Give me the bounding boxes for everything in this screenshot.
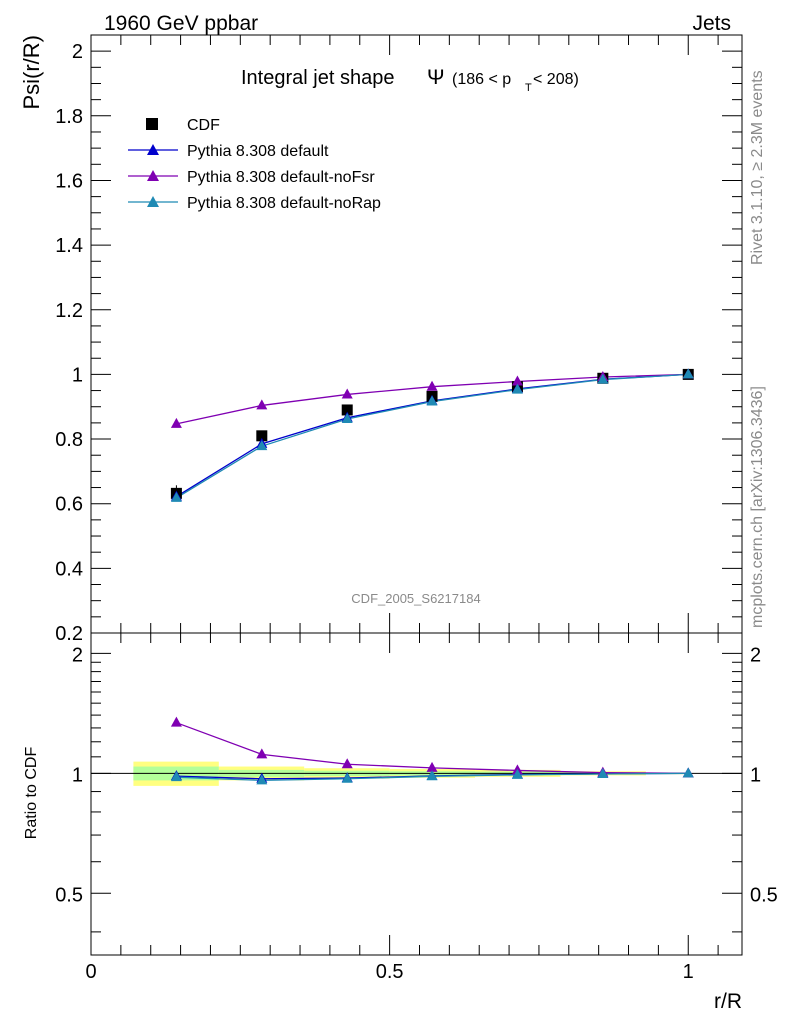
ratio-y-tick-label-left: 0.5 (55, 884, 83, 906)
legend-label-nofsr: Pythia 8.308 default-noFsr (187, 169, 375, 186)
analysis-watermark: CDF_2005_S6217184 (351, 591, 480, 606)
marker-pythia-8-308-default-nofsr (426, 380, 438, 391)
ratio-y-tick-label-left: 2 (72, 644, 83, 666)
y-tick-label: 2 (72, 41, 83, 63)
marker-pythia-8-308-default-nofsr (511, 375, 523, 386)
legend-marker-default (147, 144, 159, 155)
ratio-marker-pythia-8-308-default-norap (426, 770, 438, 781)
legend-label-default: Pythia 8.308 default (187, 143, 329, 160)
header-energy-label: 1960 GeV ppbar (104, 12, 258, 35)
ratio-y-tick-label-right: 2 (750, 644, 761, 666)
ratio-marker-pythia-8-308-default-norap (170, 771, 182, 782)
y-tick-label: 0.8 (55, 429, 83, 451)
ratio-marker-pythia-8-308-default-norap (597, 768, 609, 779)
title-range-post: < 208) (533, 71, 579, 88)
marker-pythia-8-308-default-nofsr (341, 388, 353, 399)
legend-label-cdf: CDF (187, 117, 220, 134)
ratio-y-axis-label: Ratio to CDF (23, 747, 40, 840)
ratio-plot-frame (90, 632, 743, 956)
x-tick-label: 0 (85, 961, 96, 983)
marker-pythia-8-308-default-norap (426, 395, 438, 406)
y-tick-label: 1.6 (55, 170, 83, 192)
marker-pythia-8-308-default-nofsr (170, 417, 182, 428)
y-tick-label: 0.6 (55, 494, 83, 516)
ratio-marker-pythia-8-308-default-nofsr (426, 761, 438, 772)
legend-marker-nofsr (147, 170, 159, 181)
ratio-marker-pythia-8-308-default-norap (511, 768, 523, 779)
ratio-marker-pythia-8-308-default-norap (341, 772, 353, 783)
data-point-cdf (256, 430, 268, 442)
legend: CDF Pythia 8.308 default Pythia 8.308 de… (128, 117, 381, 212)
ratio-marker-pythia-8-308-default-nofsr (256, 748, 268, 759)
marker-pythia-8-308-default-norap (170, 491, 182, 502)
ratio-marker-pythia-8-308-default-norap (682, 767, 694, 778)
marker-pythia-8-308-default-norap (597, 373, 609, 384)
legend-marker-norap (147, 196, 159, 207)
header-process-label: Jets (692, 12, 731, 35)
ratio-plot-area (91, 716, 742, 786)
y-tick-label: 1.8 (55, 106, 83, 128)
main-plot-title: Integral jet shape Ψ (186 < p T < 208) (241, 66, 579, 94)
y-tick-label: 1.4 (55, 235, 83, 257)
title-range-sub: T (525, 82, 532, 94)
marker-pythia-8-308-default-norap (682, 368, 694, 379)
ratio-y-tick-label-left: 1 (72, 764, 83, 786)
marker-pythia-8-308-default-norap (511, 383, 523, 394)
y-tick-label: 0.2 (55, 623, 83, 645)
marker-pythia-8-308-default-norap (256, 440, 268, 451)
title-psi-symbol: Ψ (427, 66, 445, 89)
y-tick-label: 1 (72, 364, 83, 386)
legend-label-norap: Pythia 8.308 default-noRap (187, 195, 381, 212)
ratio-marker-pythia-8-308-default-nofsr (341, 758, 353, 769)
y-tick-label: 1.2 (55, 300, 83, 322)
title-range-pre: (186 < p (452, 71, 511, 88)
x-axis-label: r/R (714, 990, 742, 1013)
rivet-version-text: Rivet 3.1.10, ≥ 2.3M events (749, 70, 766, 265)
legend-marker-cdf (146, 118, 158, 130)
main-axis-ticks: 0.2 0.4 0.6 0.8 1 1.2 1.4 1.6 1.8 2 (55, 35, 742, 645)
marker-pythia-8-308-default-nofsr (256, 399, 268, 410)
main-plot-area (170, 368, 694, 502)
ratio-marker-pythia-8-308-default-norap (256, 774, 268, 785)
data-point-cdf (341, 404, 353, 416)
x-tick-label: 1 (683, 961, 694, 983)
y-tick-label: 0.4 (55, 558, 83, 580)
title-text: Integral jet shape (241, 67, 394, 89)
ratio-marker-pythia-8-308-default-nofsr (170, 716, 182, 727)
mcplots-credit-text: mcplots.cern.ch [arXiv:1306.3436] (749, 386, 766, 628)
x-tick-label: 0.5 (376, 961, 404, 983)
ratio-y-tick-label-right: 0.5 (750, 884, 778, 906)
ratio-y-tick-label-right: 1 (750, 764, 761, 786)
marker-pythia-8-308-default-norap (341, 413, 353, 424)
ratio-axis-ticks: 0.5 0.5 1 1 2 2 0 0.5 1 (55, 633, 778, 983)
main-y-axis-label: Psi(r/R) (19, 35, 44, 110)
